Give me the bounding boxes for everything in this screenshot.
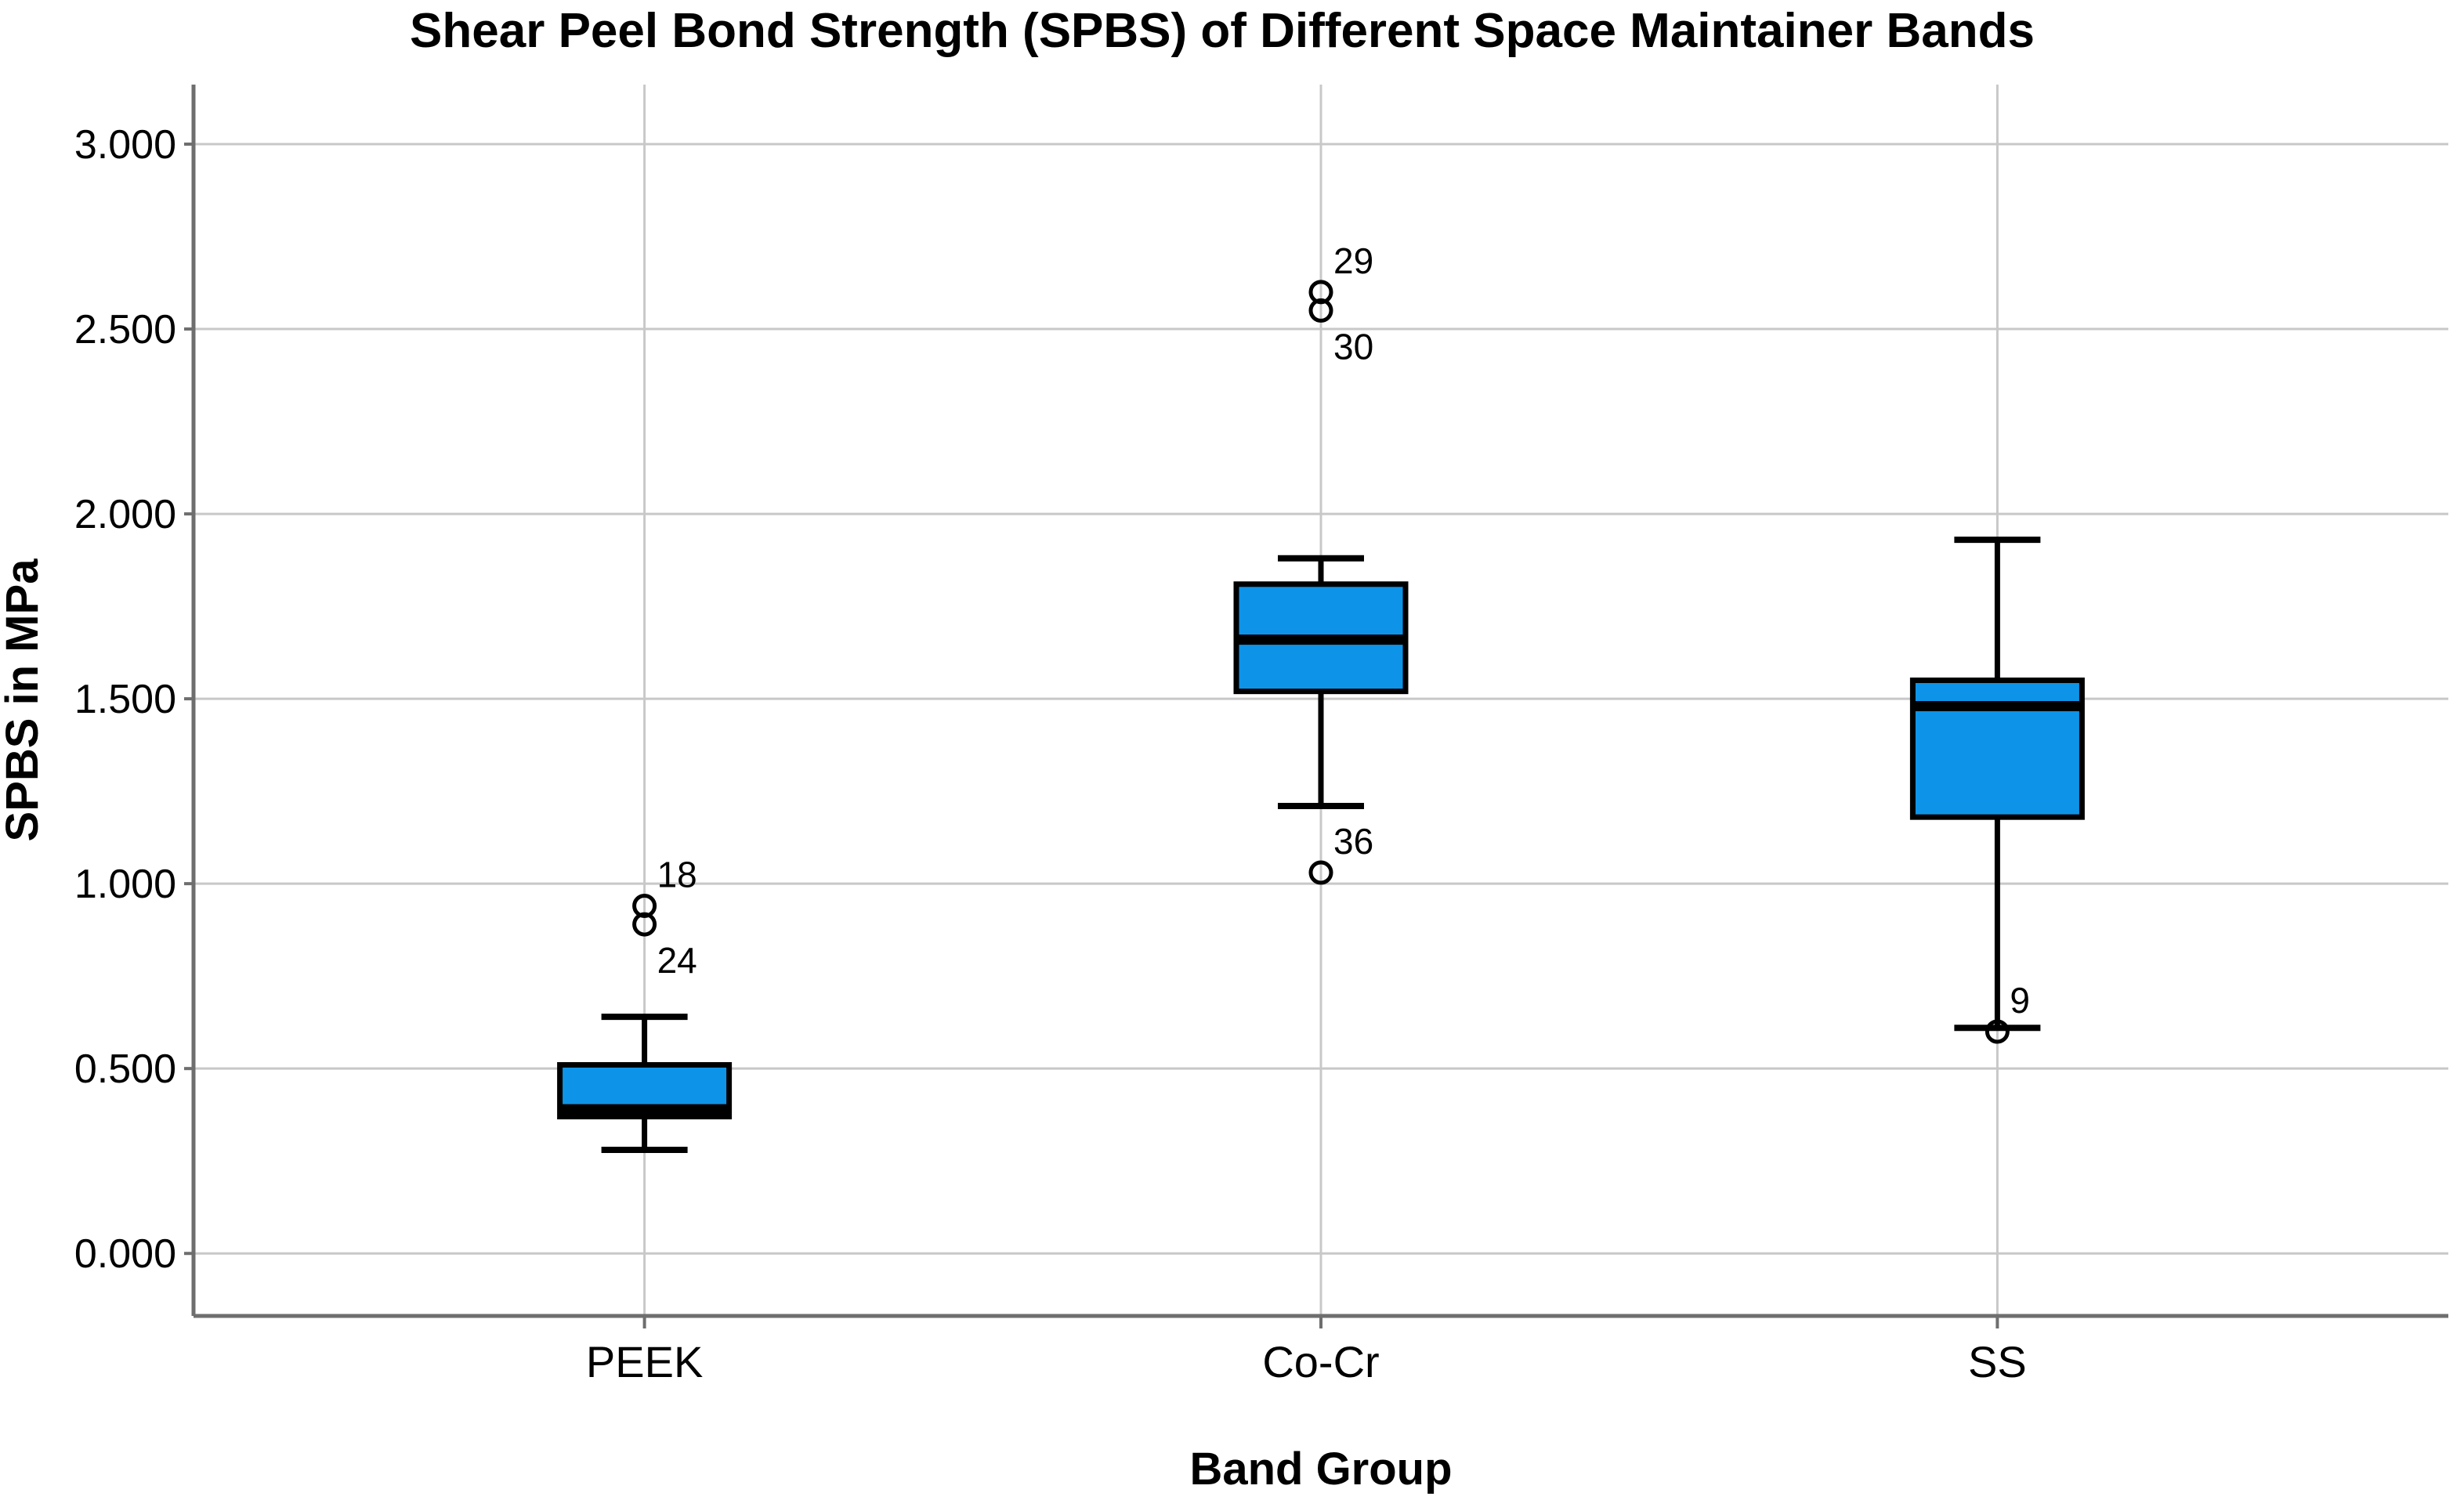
outlier-case-label: 29 xyxy=(1333,240,1373,281)
x-axis-title: Band Group xyxy=(1189,1444,1452,1495)
outlier-point xyxy=(1308,860,1333,885)
y-tick-label: 2.500 xyxy=(74,307,176,352)
y-tick-label: 1.500 xyxy=(74,677,176,722)
y-tick-labels: 0.000 0.500 1.000 1.500 2.000 2.500 3.000 xyxy=(74,122,176,1277)
y-axis-title: SPBS in MPa xyxy=(0,558,48,842)
x-tick-labels: PEEK Co-Cr SS xyxy=(586,1337,2027,1386)
y-tick-label: 0.500 xyxy=(74,1046,176,1092)
outlier-case-label: 30 xyxy=(1333,326,1373,367)
boxplot-SS: 9 xyxy=(1909,537,2085,1044)
chart-title: Shear Peel Bond Strength (SPBS) of Diffe… xyxy=(410,4,2035,58)
y-tick-label: 3.000 xyxy=(74,122,176,168)
y-tick-label: 2.000 xyxy=(74,492,176,537)
x-tick-label: PEEK xyxy=(586,1337,703,1386)
outlier-case-label: 24 xyxy=(657,940,697,981)
outlier-point xyxy=(632,912,657,937)
axes xyxy=(184,85,2448,1328)
y-tick-label: 1.000 xyxy=(74,862,176,907)
outlier-case-label: 9 xyxy=(2010,980,2030,1021)
x-tick-label: SS xyxy=(1968,1337,2027,1386)
outlier-case-label: 36 xyxy=(1333,821,1373,862)
y-tick-label: 0.000 xyxy=(74,1231,176,1277)
boxplot-Co-Cr: 29 30 36 xyxy=(1233,240,1409,885)
x-tick-label: Co-Cr xyxy=(1262,1337,1379,1386)
outlier-case-label: 18 xyxy=(657,854,697,895)
iqr-box xyxy=(1909,678,2085,820)
outlier-point xyxy=(1308,298,1333,323)
outlier-point xyxy=(1985,1019,2010,1044)
